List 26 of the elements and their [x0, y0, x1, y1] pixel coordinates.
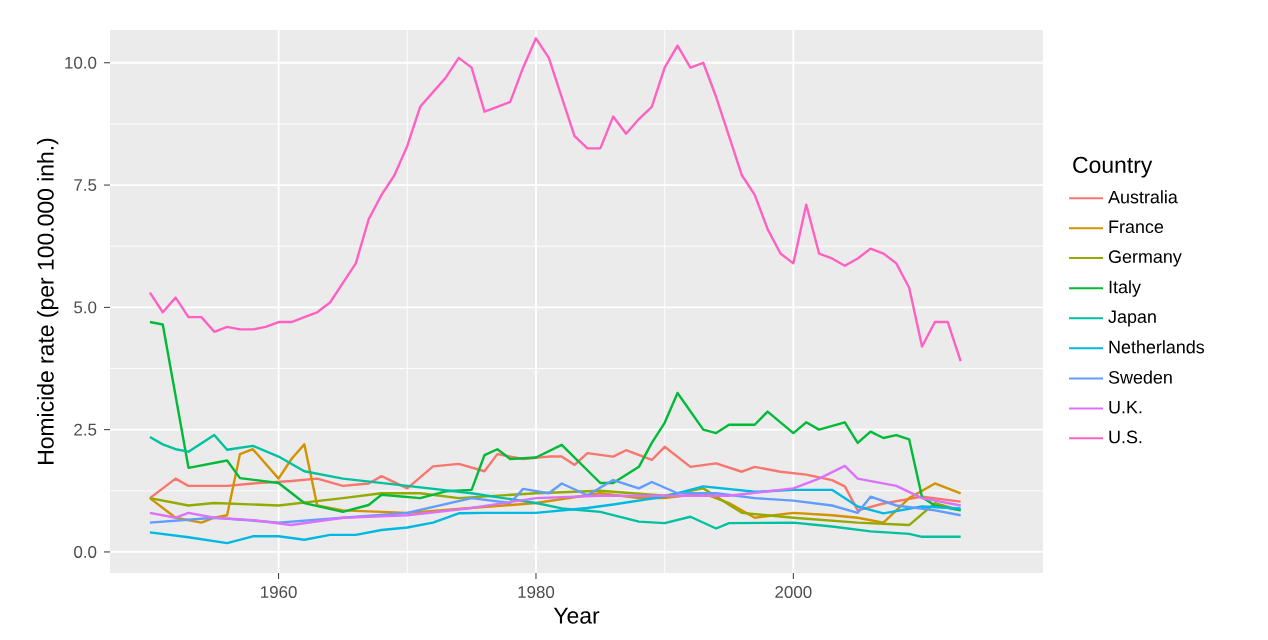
legend-label: Sweden: [1108, 370, 1172, 384]
x-tick-label: 1980: [518, 586, 555, 599]
legend-label: U.K.: [1109, 400, 1142, 414]
y-tick-label: 2.5: [74, 423, 97, 436]
y-tick-label: 0.0: [74, 545, 97, 558]
y-tick-label: 7.5: [74, 179, 97, 191]
x-axis-title: Year: [553, 607, 600, 624]
line-series: [148, 37, 962, 363]
legend-label: Netherlands: [1109, 340, 1205, 354]
line-series: [148, 433, 962, 538]
line-series: [148, 320, 962, 514]
x-tick-label: 1960: [261, 586, 297, 599]
legend-label: Japan: [1108, 310, 1156, 327]
x-tick-label: 2000: [775, 586, 812, 599]
line-series: [148, 445, 962, 512]
legend-title: Country: [1073, 156, 1153, 178]
legend-label: Italy: [1109, 280, 1141, 297]
legend-label: Australia: [1108, 190, 1178, 204]
legend-label: Germany: [1108, 250, 1182, 267]
line-series: [148, 478, 962, 524]
y-axis-title: Homicide rate (per 100.000 inh.): [36, 138, 59, 464]
y-tick-label: 10.0: [65, 56, 97, 69]
y-tick-label: 5.0: [74, 301, 97, 314]
line-series: [148, 485, 962, 545]
legend-label: France: [1109, 220, 1164, 234]
legend-label: U.S.: [1109, 430, 1142, 444]
